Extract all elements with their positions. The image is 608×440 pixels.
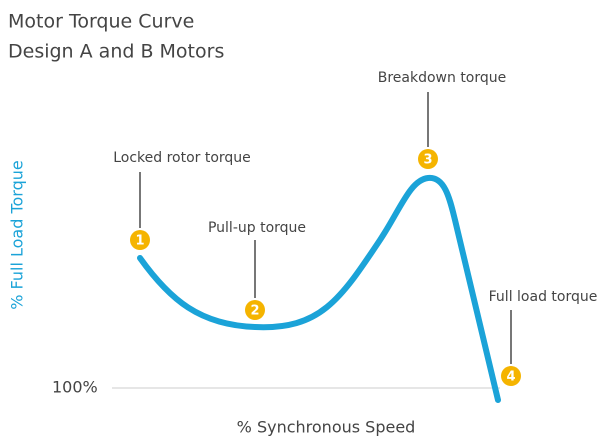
marker-number: 1 xyxy=(135,234,144,249)
title-line: Motor Torque Curve xyxy=(8,11,194,33)
marker xyxy=(418,149,438,169)
annotation-label: Full load torque xyxy=(489,289,598,305)
torque-curve xyxy=(137,175,501,403)
title-line: Design A and B Motors xyxy=(8,41,224,63)
marker xyxy=(245,300,265,320)
marker-number: 4 xyxy=(506,370,515,385)
annotation-label: Pull-up torque xyxy=(208,220,306,236)
marker xyxy=(501,366,521,386)
y-axis-label: % Full Load Torque xyxy=(8,160,27,309)
x-axis-label: % Synchronous Speed xyxy=(237,418,416,437)
marker-number: 2 xyxy=(250,304,259,319)
marker-number: 3 xyxy=(423,153,432,168)
baseline-label: 100% xyxy=(52,378,98,397)
marker xyxy=(130,230,150,250)
annotation-label: Locked rotor torque xyxy=(113,150,251,166)
annotation-label: Breakdown torque xyxy=(378,70,507,86)
